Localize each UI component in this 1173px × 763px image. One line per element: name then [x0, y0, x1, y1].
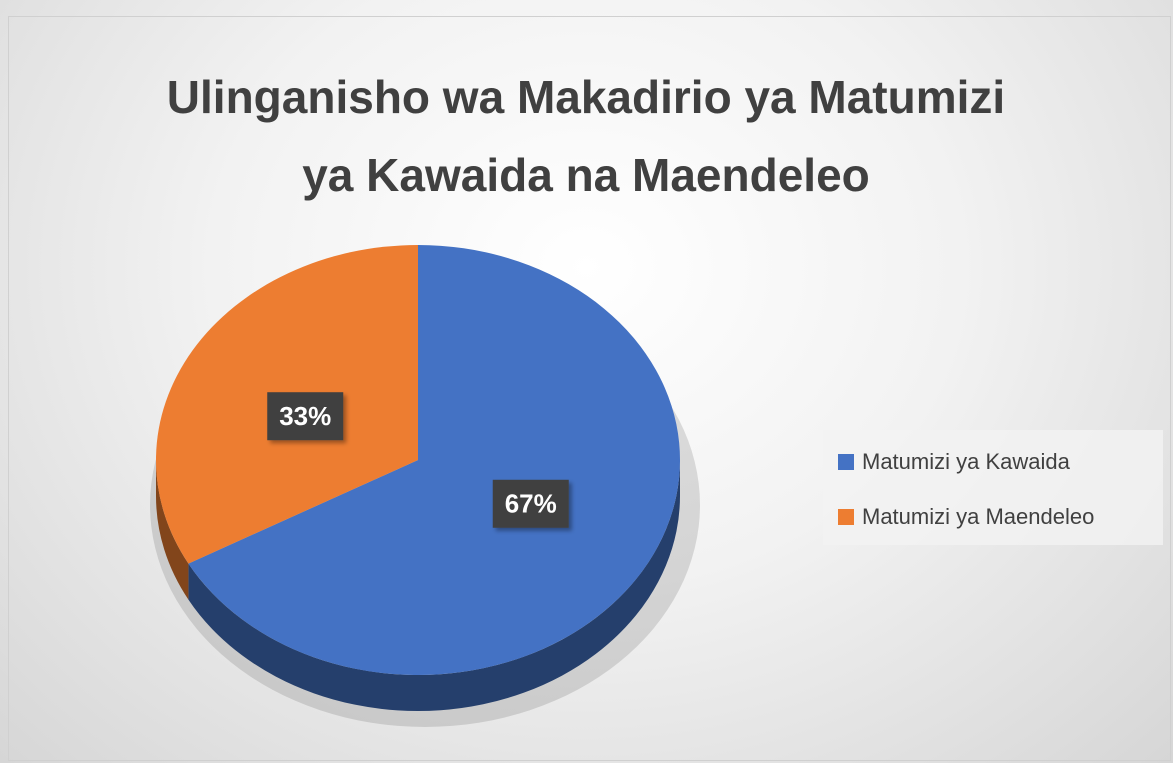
label-box: [492, 479, 569, 528]
legend-swatch: [838, 509, 854, 525]
legend-label: Matumizi ya Maendeleo: [862, 504, 1094, 529]
legend-swatch: [838, 454, 854, 470]
slice: [188, 245, 680, 675]
chart-title: Ulinganisho wa Makadirio ya Matumizi ya …: [166, 71, 1006, 201]
data-label: 67%: [505, 489, 557, 519]
slice-side: [188, 460, 680, 711]
legend-box: [823, 430, 1163, 545]
slice-side: [156, 460, 189, 600]
legend-label: Matumizi ya Kawaida: [862, 449, 1071, 474]
data-label: 33%: [279, 401, 331, 431]
chart-frame: [8, 16, 1171, 761]
label-box: [267, 392, 344, 441]
